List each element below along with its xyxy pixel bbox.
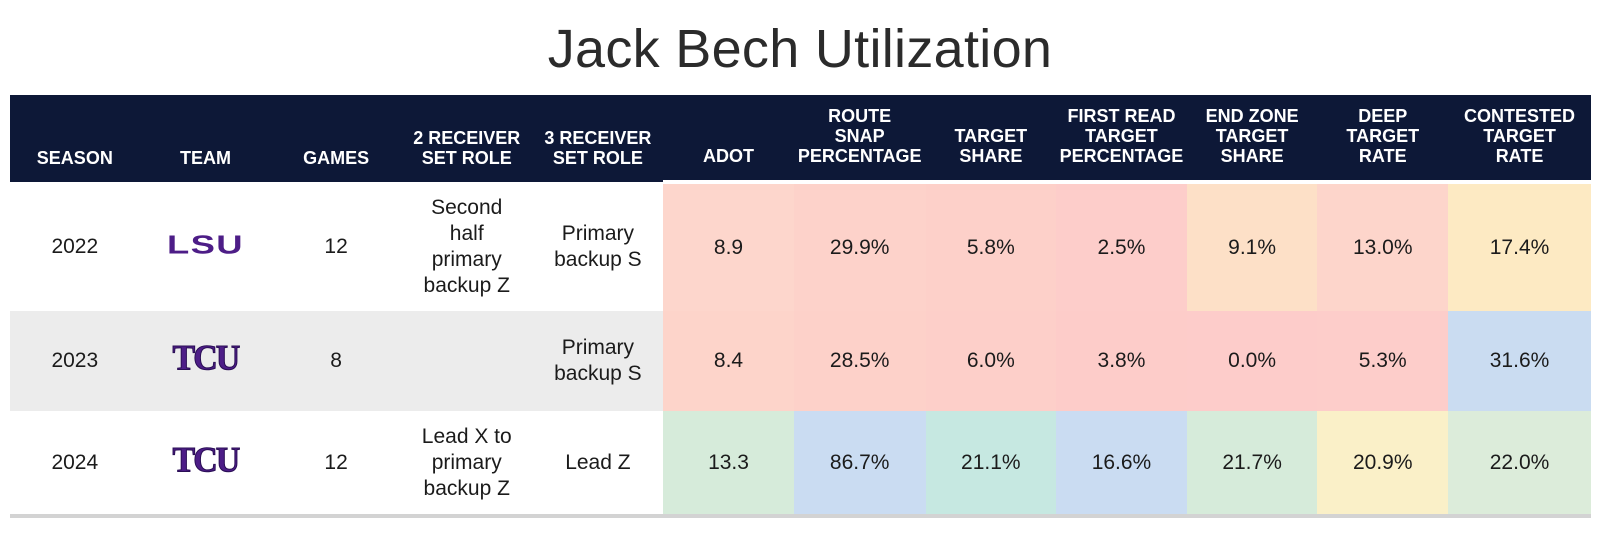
cell-games: 12 (271, 411, 401, 518)
cell-target-share: 5.8% (925, 180, 1057, 311)
header-line: SNAP (834, 126, 885, 146)
col-header-deep-target-rate: DEEP TARGET RATE (1317, 95, 1449, 182)
cell-deep-target: 20.9% (1317, 411, 1449, 518)
header-line: 2 RECEIVER (413, 128, 521, 148)
header-line: DEEP (1358, 106, 1408, 126)
col-header-games: GAMES (271, 95, 401, 182)
role-line: backup Z (423, 273, 510, 297)
cell-first-read: 3.8% (1056, 311, 1187, 411)
cell-adot: 13.3 (663, 411, 794, 518)
cell-team: TCU (139, 311, 272, 411)
cell-route-snap: 29.9% (793, 180, 926, 311)
table-row: 2024 TCU 12 Lead X to primary backup Z L… (10, 411, 1591, 518)
cell-target-share: 21.1% (925, 411, 1057, 518)
cell-route-snap: 86.7% (793, 411, 926, 518)
tcu-logo-icon: TCU (172, 339, 241, 378)
role-line: primary (431, 450, 502, 474)
header-line: SHARE (1220, 146, 1284, 166)
cell-contested: 22.0% (1448, 411, 1591, 518)
cell-adot: 8.4 (663, 311, 794, 411)
header-line: PERCENTAGE (1059, 146, 1184, 166)
header-line: SET ROLE (421, 148, 512, 168)
cell-deep-target: 5.3% (1317, 311, 1449, 411)
lsu-logo-icon: LSU (166, 230, 244, 260)
cell-games: 12 (324, 234, 348, 258)
header-line: RATE (1358, 146, 1407, 166)
header-line: TARGET (1346, 126, 1420, 146)
cell-first-read: 2.5% (1056, 180, 1187, 311)
role-line: Second (431, 195, 503, 219)
role-line: Lead Z (565, 450, 631, 474)
role-line: backup S (554, 247, 642, 271)
cell-deep-target: 13.0% (1317, 180, 1449, 311)
role-line: backup Z (423, 476, 510, 500)
role-line: Primary (561, 221, 635, 245)
header-line: TARGET (1085, 126, 1158, 146)
header-line: RATE (1495, 146, 1544, 166)
col-header-season: SEASON (10, 95, 140, 182)
cell-season: 2024 (10, 411, 140, 518)
cell-route-snap: 28.5% (793, 311, 926, 411)
cell-first-read: 16.6% (1056, 411, 1187, 518)
header-line: PERCENTAGE (797, 146, 922, 166)
col-header-2-receiver-set-role: 2 RECEIVER SET ROLE (400, 95, 533, 182)
utilization-table: SEASON TEAM GAMES 2 RECEIVER SET ROLE 3 … (10, 95, 1591, 518)
cell-contested: 31.6% (1448, 311, 1591, 411)
cell-end-zone: 9.1% (1186, 180, 1318, 311)
role-line: Lead X to (421, 424, 512, 448)
cell-2-receiver-role (400, 311, 533, 411)
table-row: 2023 TCU 8 Primary backup S 8.4 28.5% 6.… (10, 311, 1591, 411)
cell-3-receiver-role: Primary backup S (533, 182, 664, 311)
header-row: SEASON TEAM GAMES 2 RECEIVER SET ROLE 3 … (10, 95, 1591, 182)
col-header-route-snap-percentage: ROUTE SNAP PERCENTAGE (793, 95, 926, 182)
cell-season: 2023 (10, 311, 140, 411)
header-line: SET ROLE (552, 148, 643, 168)
cell-season: 2022 (51, 234, 99, 258)
header-line: END ZONE (1205, 106, 1299, 126)
cell-target-share: 6.0% (925, 311, 1057, 411)
col-header-3-receiver-set-role: 3 RECEIVER SET ROLE (532, 95, 664, 182)
cell-2-receiver-role: Second half primary backup Z (401, 182, 533, 311)
cell-adot: 8.9 (663, 180, 794, 311)
cell-end-zone: 0.0% (1186, 311, 1318, 411)
role-line: primary (431, 247, 502, 271)
col-header-end-zone-target-share: END ZONE TARGET SHARE (1186, 95, 1318, 182)
cell-2-receiver-role: Lead X to primary backup Z (400, 411, 533, 518)
col-header-contested-target-rate: CONTESTED TARGET RATE (1448, 95, 1591, 182)
header-line: 3 RECEIVER (544, 128, 652, 148)
col-header-first-read-target-percentage: FIRST READ TARGET PERCENTAGE (1056, 95, 1187, 182)
header-line: TARGET (1215, 126, 1289, 146)
header-line: CONTESTED (1464, 106, 1576, 126)
header-line: TARGET (1483, 126, 1556, 146)
role-line: Primary (561, 336, 635, 359)
role-line: half (449, 221, 484, 245)
col-header-adot: ADOT (663, 95, 794, 182)
cell-team: TCU (139, 411, 272, 518)
cell-games: 8 (271, 311, 401, 411)
header-line: FIRST READ (1067, 106, 1176, 126)
header-line: SHARE (959, 146, 1023, 166)
table-row: 2022 LSU 12 Second half primary backup Z… (10, 180, 1591, 311)
cell-team: LSU (140, 182, 272, 311)
col-header-target-share: TARGET SHARE (925, 95, 1057, 182)
cell-3-receiver-role: Lead Z (532, 411, 664, 518)
cell-end-zone: 21.7% (1186, 411, 1318, 518)
header-line: TARGET (954, 126, 1028, 146)
cell-contested: 17.4% (1448, 180, 1591, 311)
role-line: backup S (554, 362, 642, 385)
cell-3-receiver-role: Primary backup S (532, 311, 664, 411)
tcu-logo-icon: TCU (172, 440, 241, 480)
col-header-team: TEAM (139, 95, 272, 182)
header-line: ROUTE (828, 106, 892, 126)
page-title: Jack Bech Utilization (547, 19, 1053, 79)
